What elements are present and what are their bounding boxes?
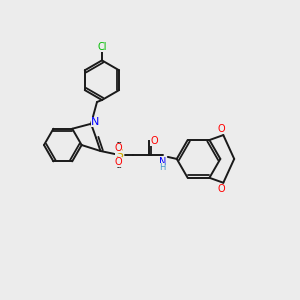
Text: O: O xyxy=(115,143,122,153)
Text: O: O xyxy=(115,157,122,167)
Text: O: O xyxy=(218,184,225,194)
Text: Cl: Cl xyxy=(97,41,107,52)
Text: O: O xyxy=(150,136,158,146)
Text: S: S xyxy=(115,148,123,161)
Text: H: H xyxy=(159,163,165,172)
Text: N: N xyxy=(159,157,167,167)
Text: N: N xyxy=(91,117,99,127)
Text: O: O xyxy=(218,124,225,134)
